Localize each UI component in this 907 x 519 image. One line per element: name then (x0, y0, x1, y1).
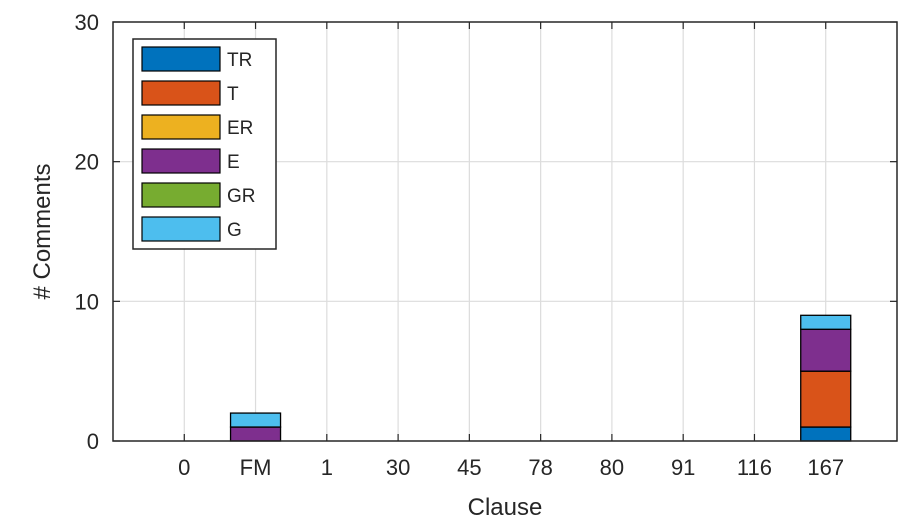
y-axis-label: # Comments (29, 163, 56, 299)
x-tick-label: 91 (671, 455, 695, 480)
x-tick-label: 1 (321, 455, 333, 480)
legend-label: E (227, 152, 240, 173)
x-tick-labels: 0 FM 1 30 45 78 80 91 116 167 (178, 455, 844, 480)
legend-swatch (141, 80, 221, 106)
legend-swatch (141, 46, 221, 72)
x-tick-label: 167 (807, 455, 844, 480)
bar-segment-g (800, 314, 852, 330)
legend-label: ER (227, 118, 253, 139)
legend-label: TR (227, 50, 252, 71)
x-axis-label: Clause (468, 494, 543, 519)
x-tick-label: 116 (737, 455, 772, 480)
y-tick-label: 0 (87, 429, 99, 454)
legend-swatch (141, 114, 221, 140)
x-tick-label: 45 (457, 455, 481, 480)
legend-swatch (141, 182, 221, 208)
grid-lines (113, 21, 897, 442)
legend-swatch (141, 216, 221, 242)
bar-segment-e (800, 328, 852, 372)
y-tick-label: 30 (75, 10, 99, 35)
legend-swatch (141, 148, 221, 174)
bars (229, 314, 852, 442)
legend: TR T ER E GR G (132, 38, 277, 250)
y-tick-label: 20 (75, 150, 99, 175)
x-tick-label: 78 (528, 455, 552, 480)
bar-segment-t (800, 370, 852, 428)
plot-frame (112, 21, 898, 442)
legend-label: G (227, 220, 242, 241)
bar-segment-g (229, 412, 282, 428)
x-tick-label: FM (240, 455, 272, 480)
bar-segment-tr (800, 426, 852, 442)
y-tick-labels: 0 10 20 30 (75, 10, 99, 454)
x-tick-label: 80 (600, 455, 624, 480)
legend-label: T (227, 84, 239, 105)
y-tick-label: 10 (75, 289, 99, 314)
legend-box (132, 38, 277, 250)
bar-segment-e (229, 426, 282, 442)
x-tick-label: 0 (178, 455, 190, 480)
legend-label: GR (227, 186, 256, 207)
x-tick-label: 30 (386, 455, 410, 480)
